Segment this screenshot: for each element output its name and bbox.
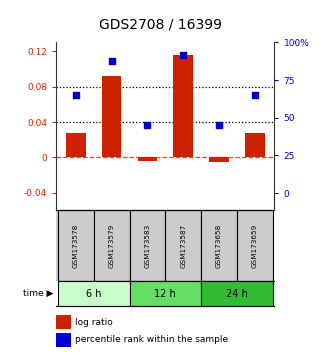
Text: GSM173587: GSM173587 bbox=[180, 224, 186, 268]
Point bbox=[73, 92, 78, 98]
Text: 24 h: 24 h bbox=[226, 289, 248, 299]
Bar bbox=[245, 133, 265, 158]
Point bbox=[145, 122, 150, 128]
Text: GSM173578: GSM173578 bbox=[73, 224, 79, 268]
Text: 6 h: 6 h bbox=[86, 289, 101, 299]
Text: GSM173583: GSM173583 bbox=[144, 224, 151, 268]
Bar bbox=[66, 133, 86, 158]
Text: GSM173658: GSM173658 bbox=[216, 224, 222, 268]
Bar bbox=[209, 158, 229, 162]
Text: percentile rank within the sample: percentile rank within the sample bbox=[75, 335, 229, 344]
Bar bbox=[94, 211, 130, 281]
Point bbox=[181, 52, 186, 57]
Bar bbox=[237, 211, 273, 281]
Text: time ▶: time ▶ bbox=[22, 289, 53, 298]
Text: GSM173579: GSM173579 bbox=[108, 224, 115, 268]
Text: GSM173659: GSM173659 bbox=[252, 224, 258, 268]
Bar bbox=[102, 76, 121, 158]
Text: GDS2708 / 16399: GDS2708 / 16399 bbox=[99, 18, 222, 32]
Bar bbox=[130, 281, 201, 306]
Text: log ratio: log ratio bbox=[75, 318, 113, 327]
Bar bbox=[58, 211, 94, 281]
Bar bbox=[130, 211, 165, 281]
Point bbox=[109, 58, 114, 63]
Bar bbox=[201, 211, 237, 281]
Bar bbox=[173, 55, 193, 158]
Text: 12 h: 12 h bbox=[154, 289, 176, 299]
Bar bbox=[58, 281, 130, 306]
Point bbox=[252, 92, 257, 98]
Bar bbox=[138, 158, 157, 161]
Bar bbox=[165, 211, 201, 281]
Point bbox=[216, 122, 221, 128]
Bar bbox=[201, 281, 273, 306]
